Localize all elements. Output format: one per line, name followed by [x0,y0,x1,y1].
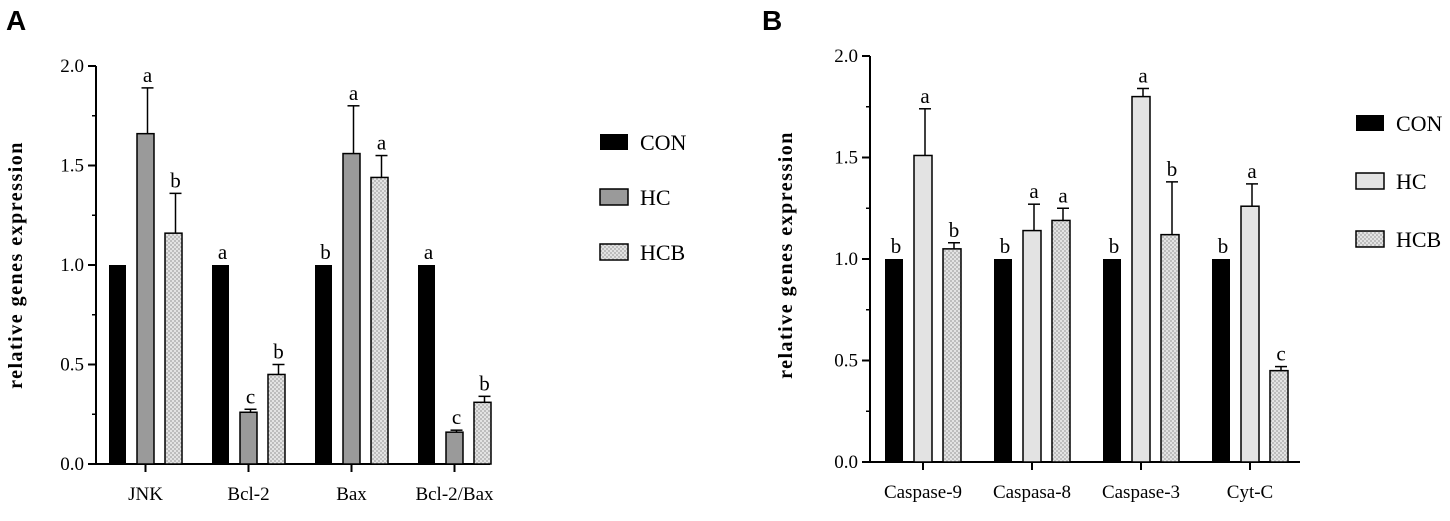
legend-label-hcb: HCB [640,240,685,265]
y-tick-label: 1.5 [834,148,858,169]
bar-con [885,259,903,462]
significance-label: a [1138,63,1148,87]
significance-label: b [320,240,331,264]
bar-hcb [1269,369,1289,463]
bar-hcb [473,401,492,465]
panel-b-label: B [762,5,782,36]
bar-hc [1022,229,1042,463]
bar-con [1103,259,1121,462]
significance-label: b [479,371,490,395]
bar-hcb [164,232,183,465]
panel-a-plot: 0.00.51.01.52.0JNKabBcl-2acbBaxbaaBcl-2/… [60,56,494,505]
significance-label: b [170,168,181,192]
legend-label-hc: HC [640,185,671,210]
significance-label: a [1247,159,1257,183]
significance-label: a [218,240,228,264]
bar-hc [1240,205,1260,463]
panel-a: A relative genes expression 0.0 0.5 1.0 1.5… [5,5,687,505]
significance-label: c [246,384,255,408]
significance-label: b [891,234,902,258]
bar-hc [1131,95,1151,463]
x-tick-label: JNK [128,484,163,505]
legend-swatch-con [1356,115,1384,131]
significance-label: c [1276,342,1285,366]
significance-label: a [920,84,930,108]
y-tick-label: 1.0 [834,249,858,270]
y-tick-label: 2.0 [60,56,84,77]
panel-a-legend: CON HC HCB [599,130,687,265]
bar-con [418,265,435,464]
bar-hcb [1051,219,1071,463]
y-tick-label: 1.0 [60,255,84,276]
legend-swatch-hcb [599,243,629,261]
x-tick-label: Bcl-2 [227,484,269,505]
significance-label: b [1109,234,1120,258]
legend-label-hcb: HCB [1396,227,1441,252]
significance-label: a [377,131,387,155]
significance-label: b [1218,234,1229,258]
significance-label: c [452,405,461,429]
legend-label-hc: HC [1396,169,1427,194]
bar-hcb [942,248,962,463]
x-tick-label: Cyt-C [1227,482,1273,503]
bar-hc [136,132,155,465]
bar-con [109,265,126,464]
y-tick-label: 2.0 [834,46,858,67]
bar-hc [342,152,361,465]
legend-swatch-hc [599,188,629,206]
bar-con [994,259,1012,462]
significance-label: b [1167,157,1178,181]
panel-b-legend: CON HC HCB [1355,111,1443,252]
x-tick-label: Caspasa-8 [993,482,1071,503]
significance-label: a [143,63,153,87]
legend-label-con: CON [640,130,687,155]
significance-label: a [1029,179,1039,203]
x-tick-label: Bcl-2/Bax [415,484,494,505]
panel-b-ylabel: relative genes expression [775,131,797,379]
significance-label: b [949,218,960,242]
x-tick-label: Caspase-9 [884,482,962,503]
bar-hc [445,431,464,465]
bar-con [1212,259,1230,462]
bar-hcb [370,176,389,465]
legend-swatch-hcb [1355,230,1385,248]
bar-hc [913,154,933,463]
significance-label: b [1000,234,1011,258]
legend-swatch-hc [1355,172,1385,190]
legend-label-con: CON [1396,111,1443,136]
panel-a-ylabel: relative genes expression [5,141,27,389]
bar-con [315,265,332,464]
bar-hcb [267,373,286,465]
significance-label: a [424,240,434,264]
bar-con [212,265,229,464]
y-tick-label: 0.0 [60,454,84,475]
y-tick-label: 1.5 [60,156,84,177]
legend-swatch-con [600,134,628,150]
significance-label: b [273,340,284,364]
bar-hc [239,411,258,465]
y-tick-label: 0.5 [60,355,84,376]
x-tick-label: Bax [336,484,367,505]
panel-a-label: A [6,5,26,36]
significance-label: a [349,81,359,105]
bar-hcb [1160,233,1180,463]
x-tick-label: Caspase-3 [1102,482,1180,503]
y-tick-label: 0.0 [834,452,858,473]
significance-label: a [1058,183,1068,207]
y-tick-label: 0.5 [834,351,858,372]
panel-b: B relative genes expression 0.0 0.5 1.0 1.5… [762,5,1443,503]
